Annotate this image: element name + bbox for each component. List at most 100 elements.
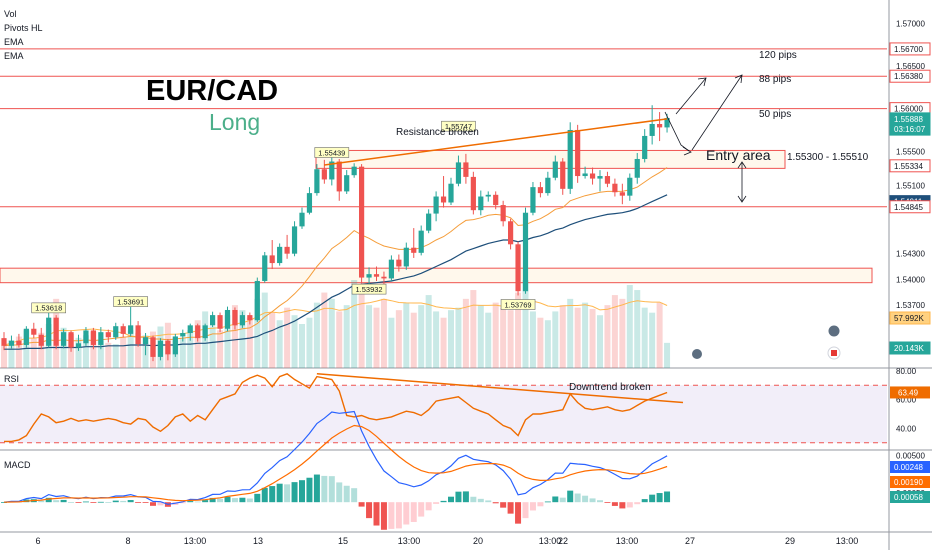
volume-bar: [75, 337, 82, 368]
volume-bar: [194, 320, 201, 368]
candle-body: [90, 330, 96, 345]
macd-histogram-bar: [433, 502, 440, 504]
volume-bar: [269, 312, 276, 368]
candle-body: [627, 177, 633, 196]
volume-bar: [462, 298, 469, 368]
macd-histogram-bar: [150, 502, 156, 506]
macd-histogram-bar: [634, 502, 641, 505]
candle-body: [500, 205, 506, 222]
macd-histogram-bar: [224, 496, 231, 503]
price-tick-label: 1.54000: [896, 275, 925, 284]
rsi-value-badge: [890, 386, 930, 399]
pivot-label-box: [314, 147, 350, 158]
volume-bar: [448, 310, 454, 368]
candle-body: [68, 332, 74, 348]
volume-bar: [440, 317, 447, 368]
candle-body: [254, 280, 260, 321]
candle-body: [351, 166, 357, 176]
ema-slow-line: [4, 194, 668, 350]
price-badge-label: 1.55888: [894, 115, 923, 124]
volume-bar: [611, 295, 618, 368]
macd-value-label: 0.00248: [894, 463, 923, 472]
candle-body: [381, 276, 387, 279]
candle-body: [537, 187, 543, 194]
volume-bar: [485, 312, 492, 368]
candle-body: [567, 129, 573, 189]
candle-body: [440, 196, 447, 203]
candle-body: [16, 340, 22, 345]
legend-vol: Vol: [4, 9, 17, 19]
candle-body: [46, 317, 52, 346]
volume-bar: [1, 345, 7, 368]
candle-body: [485, 194, 491, 197]
volume-bar: [90, 331, 97, 368]
macd-histogram-bar: [395, 502, 402, 529]
candle-body: [239, 315, 245, 326]
volume-bar: [492, 302, 499, 368]
candle-body: [8, 340, 15, 346]
candle-body: [411, 247, 417, 253]
macd-histogram-bar: [448, 496, 454, 503]
volume-bar: [254, 298, 261, 368]
macd-histogram-bar: [656, 493, 663, 503]
volume-bar: [328, 298, 335, 368]
legend-pivots: Pivots HL: [4, 23, 43, 33]
candle-body: [157, 340, 164, 357]
price-badge: [889, 200, 931, 214]
candle-body: [575, 129, 581, 177]
candle-body: [291, 226, 298, 254]
volume-bar: [388, 317, 395, 368]
candle-body: [53, 317, 59, 346]
macd-histogram-bar: [522, 502, 529, 519]
macd-histogram-bar: [380, 502, 387, 530]
time-tick-label: 13:00: [539, 536, 562, 546]
target-50-label: 50 pips: [759, 109, 791, 120]
candle-body: [195, 325, 201, 339]
price-tick-label: 1.56500: [896, 62, 925, 71]
macd-histogram-bar: [619, 502, 626, 509]
candle-body: [619, 192, 625, 196]
macd-histogram-bar: [313, 474, 320, 503]
volume-bar: [634, 290, 641, 368]
candle-body: [589, 173, 596, 179]
macd-histogram-bar: [507, 502, 514, 514]
price-badge: [889, 159, 931, 173]
time-tick-label: 8: [125, 536, 130, 546]
macd-histogram-bar: [455, 491, 462, 503]
macd-histogram-bar: [418, 502, 425, 517]
candle-body: [329, 161, 335, 180]
time-tick-label: 15: [338, 536, 348, 546]
rsi-downtrend-line: [316, 373, 684, 404]
volume-bar: [403, 302, 410, 368]
price-tick-label: 1.55500: [896, 147, 925, 156]
candle-body: [545, 177, 551, 194]
entry-area-label: Entry area: [706, 147, 771, 163]
volume-bar: [112, 344, 119, 368]
candle-body: [493, 194, 499, 206]
volume-bar: [291, 315, 298, 368]
volume-bar: [470, 290, 477, 368]
candle-body: [522, 212, 529, 292]
candle-body: [61, 332, 67, 346]
pivot-label-box: [441, 120, 476, 132]
volume-bar: [559, 305, 566, 368]
candle-body: [269, 255, 275, 264]
volume-bar: [597, 315, 603, 368]
time-tick-label: 13:00: [398, 536, 421, 546]
macd-histogram-bar: [440, 500, 447, 503]
time-tick-label: 13:00: [184, 536, 207, 546]
macd-histogram-bar: [351, 488, 358, 503]
candle-body: [284, 246, 290, 254]
macd-histogram-bar: [470, 496, 477, 503]
direction-label: Long: [209, 109, 260, 135]
macd-value-label: 0.00190: [894, 478, 923, 487]
macd-histogram-bar: [209, 497, 216, 503]
candle-body: [75, 343, 82, 348]
candle-body: [508, 221, 514, 245]
rsi-band: [0, 385, 887, 443]
time-tick-label: 29: [785, 536, 795, 546]
macd-histogram-bar: [649, 494, 656, 503]
macd-histogram-bar: [321, 475, 328, 503]
macd-histogram-bar: [597, 500, 603, 503]
